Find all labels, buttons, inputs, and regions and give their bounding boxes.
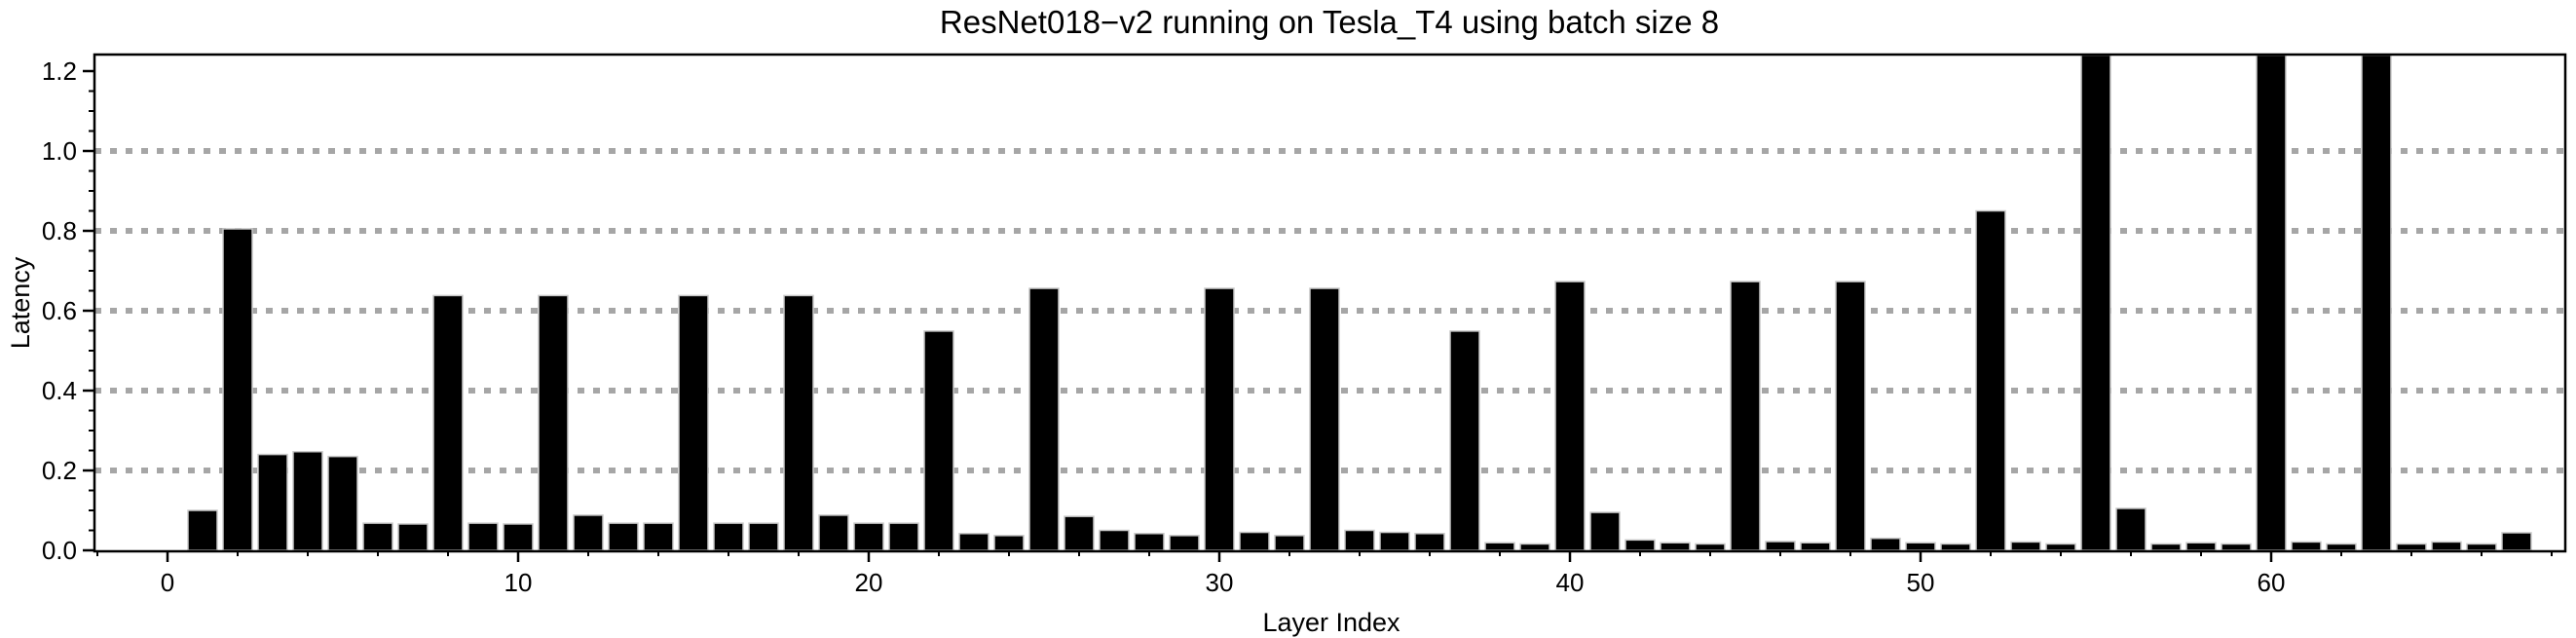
bar xyxy=(1870,537,1901,551)
bar xyxy=(1940,543,1971,551)
bar xyxy=(1169,535,1200,551)
bar xyxy=(643,522,674,551)
x-tick-label: 10 xyxy=(504,568,533,597)
bar xyxy=(713,522,744,551)
x-tick-label: 30 xyxy=(1206,568,1234,597)
y-tick-label: 0.6 xyxy=(42,296,77,325)
bar xyxy=(1730,281,1761,551)
bar xyxy=(2291,541,2322,551)
y-tick-label: 1.2 xyxy=(42,56,77,86)
x-tick-label: 50 xyxy=(1907,568,1935,597)
bar xyxy=(1379,531,1410,551)
bar xyxy=(748,522,779,551)
y-tick-label: 0.2 xyxy=(42,456,77,485)
bar xyxy=(1835,281,1866,551)
bar xyxy=(257,453,288,551)
x-tick-label: 40 xyxy=(1556,568,1585,597)
bar xyxy=(1800,542,1831,551)
bar xyxy=(2501,532,2532,551)
bar xyxy=(538,294,569,551)
bar xyxy=(678,294,709,551)
x-tick-label: 60 xyxy=(2258,568,2286,597)
bar xyxy=(2256,54,2287,551)
bars xyxy=(187,54,2532,551)
bar xyxy=(1099,529,1130,551)
bar xyxy=(327,455,358,551)
bar xyxy=(2080,54,2111,551)
y-tick-label: 0.0 xyxy=(42,536,77,565)
bar xyxy=(573,514,604,551)
bar xyxy=(1519,543,1550,551)
bar xyxy=(362,522,393,551)
bar xyxy=(2466,543,2497,551)
y-axis-label: Latency xyxy=(6,256,35,349)
bar xyxy=(1028,287,1060,551)
bar xyxy=(432,294,464,551)
bar xyxy=(818,514,849,551)
bar xyxy=(503,523,534,551)
bar xyxy=(187,509,218,551)
bar xyxy=(397,523,429,551)
y-tick-label: 0.8 xyxy=(42,216,77,245)
bar xyxy=(993,535,1025,551)
bar xyxy=(1239,531,1270,551)
x-tick-label: 20 xyxy=(855,568,883,597)
plot-border xyxy=(93,53,2567,553)
bar xyxy=(2045,543,2076,551)
bar xyxy=(222,228,253,551)
bar xyxy=(2010,541,2041,551)
y-tick-label: 1.0 xyxy=(42,136,77,166)
bar xyxy=(2431,541,2462,551)
bar xyxy=(1695,543,1726,551)
chart-title: ResNet018−v2 running on Tesla_T4 using b… xyxy=(940,4,1719,40)
bar xyxy=(1975,209,2006,551)
x-axis-label: Layer Index xyxy=(1262,608,1400,637)
bar xyxy=(1134,533,1165,551)
bar xyxy=(2115,507,2147,551)
bar xyxy=(1624,539,1656,551)
bar xyxy=(2326,543,2357,551)
bar xyxy=(853,522,884,551)
bar xyxy=(2396,543,2427,551)
bar xyxy=(467,522,499,551)
bar xyxy=(1905,542,1936,551)
bar xyxy=(783,294,814,551)
bar xyxy=(1414,533,1445,551)
bar xyxy=(1309,287,1340,551)
bar xyxy=(923,330,954,551)
tick-labels: 0 10 20 30 40 50 60 0.0 0.2 0.4 0.6 0.8 1.0 1.2 xyxy=(42,56,2286,597)
x-tick-label: 0 xyxy=(161,568,174,597)
bar xyxy=(1660,542,1691,551)
bar xyxy=(1064,515,1095,551)
y-tick-label: 0.4 xyxy=(42,376,77,405)
bar xyxy=(2221,543,2252,551)
bar xyxy=(1449,330,1480,551)
bar xyxy=(292,450,323,551)
bar xyxy=(1554,281,1586,551)
bar xyxy=(2361,54,2392,551)
bar xyxy=(958,533,989,551)
bar xyxy=(1589,511,1621,551)
bar xyxy=(1484,542,1515,551)
bar xyxy=(1344,529,1375,551)
bar xyxy=(608,522,639,551)
bar xyxy=(1204,287,1235,551)
bar xyxy=(2185,542,2217,551)
bar xyxy=(1274,535,1305,551)
bar xyxy=(2150,543,2182,551)
bar xyxy=(888,522,919,551)
bar xyxy=(1765,541,1796,551)
